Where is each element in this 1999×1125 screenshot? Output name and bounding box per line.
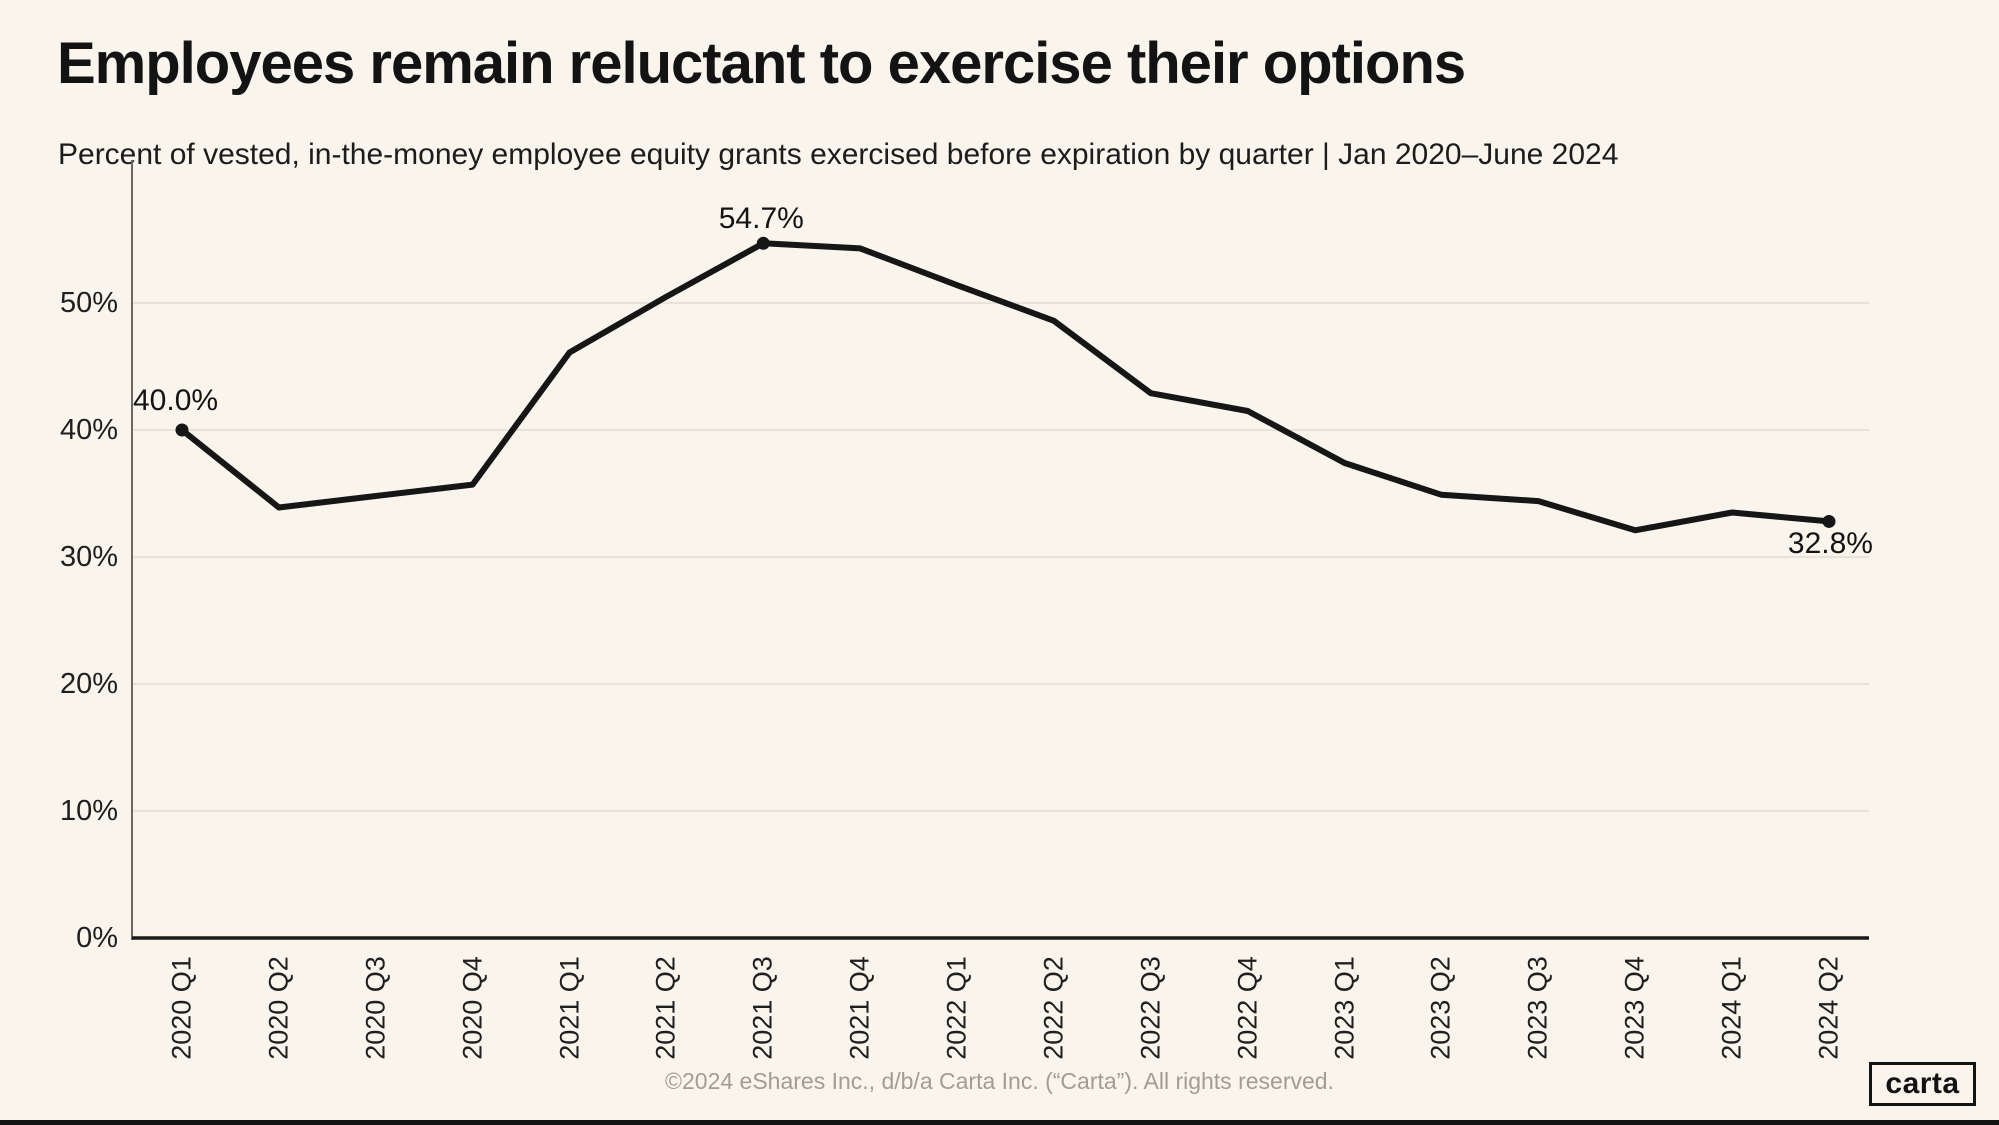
y-tick-label: 20% (59, 668, 118, 700)
x-tick-label: 2022 Q4 (1232, 956, 1263, 1060)
x-tick-label: 2021 Q2 (650, 956, 681, 1060)
chart-subtitle: Percent of vested, in-the-money employee… (58, 138, 1619, 171)
line-series (179, 240, 1832, 534)
bottom-bar (0, 1120, 1999, 1125)
x-tick-label: 2023 Q2 (1425, 956, 1456, 1060)
x-tick-label: 2022 Q1 (941, 956, 972, 1060)
carta-logo-text: carta (1885, 1067, 1960, 1100)
x-tick-label: 2020 Q4 (457, 956, 488, 1060)
data-point-dot (756, 236, 770, 250)
x-tick-label: 2023 Q1 (1329, 956, 1360, 1060)
annotation-label: 54.7% (718, 202, 804, 236)
x-tick-label: 2021 Q1 (554, 956, 585, 1060)
y-tick-label: 10% (59, 795, 118, 827)
data-point-dot (1822, 514, 1836, 528)
x-tick-label: 2024 Q2 (1813, 956, 1844, 1060)
data-point-dot (175, 423, 189, 437)
x-tick-label: 2024 Q1 (1716, 956, 1747, 1060)
x-tick-label: 2021 Q3 (747, 956, 778, 1060)
y-tick-label: 0% (76, 922, 118, 954)
annotation-label: 32.8% (1787, 527, 1873, 561)
x-tick-label: 2020 Q2 (263, 956, 294, 1060)
carta-logo: carta (1869, 1062, 1976, 1106)
y-tick-label: 50% (59, 287, 118, 319)
annotation-label: 40.0% (133, 384, 219, 417)
x-tick-label: 2022 Q2 (1038, 956, 1069, 1060)
x-tick-label: 2021 Q4 (844, 956, 875, 1060)
chart-title: Employees remain reluctant to exercise t… (57, 31, 1466, 96)
x-tick-label: 2022 Q3 (1135, 956, 1166, 1060)
x-tick-label: 2023 Q4 (1619, 956, 1650, 1060)
y-tick-label: 30% (59, 541, 118, 573)
x-tick-label: 2020 Q3 (360, 956, 391, 1060)
x-tick-label: 2023 Q3 (1522, 956, 1553, 1060)
footer-copyright: ©2024 eShares Inc., d/b/a Carta Inc. (“C… (665, 1068, 1334, 1094)
x-tick-label: 2020 Q1 (166, 956, 197, 1060)
y-tick-label: 40% (59, 414, 118, 446)
